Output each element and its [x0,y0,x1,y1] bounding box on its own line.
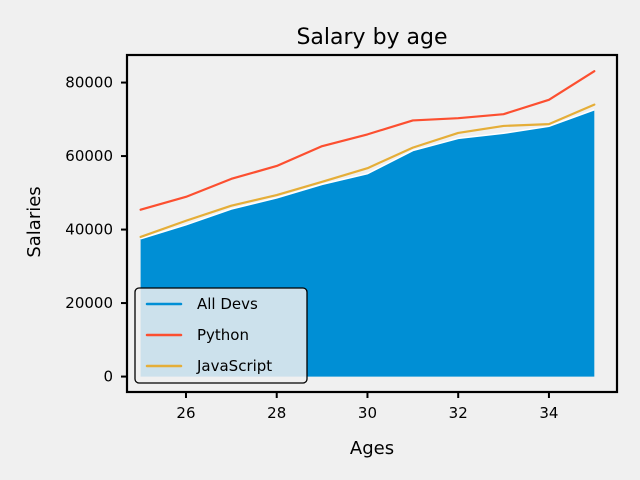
chart-title: Salary by age [296,25,447,50]
y-axis-label: Salaries [24,186,45,257]
x-tick-label: 34 [539,404,558,422]
y-tick-label: 20000 [65,294,113,312]
y-tick-label: 40000 [65,221,113,239]
x-tick-label: 28 [267,404,286,422]
series-edge-all-devs [140,109,595,240]
series-line-javascript [139,103,596,239]
y-tick-label: 60000 [65,147,113,165]
legend-label-javascript: JavaScript [196,357,272,375]
legend-label-all-devs: All Devs [197,295,258,313]
x-tick-label: 26 [176,404,195,422]
x-tick-label: 32 [449,404,468,422]
x-axis-label: Ages [350,438,394,459]
legend: All Devs Python JavaScript [134,287,308,384]
x-tick-label: 30 [358,404,377,422]
series-line-python [139,70,596,211]
y-tick-label: 0 [103,368,113,386]
y-tick-label: 80000 [65,74,113,92]
legend-label-python: Python [197,326,249,344]
legend-box [134,287,308,384]
